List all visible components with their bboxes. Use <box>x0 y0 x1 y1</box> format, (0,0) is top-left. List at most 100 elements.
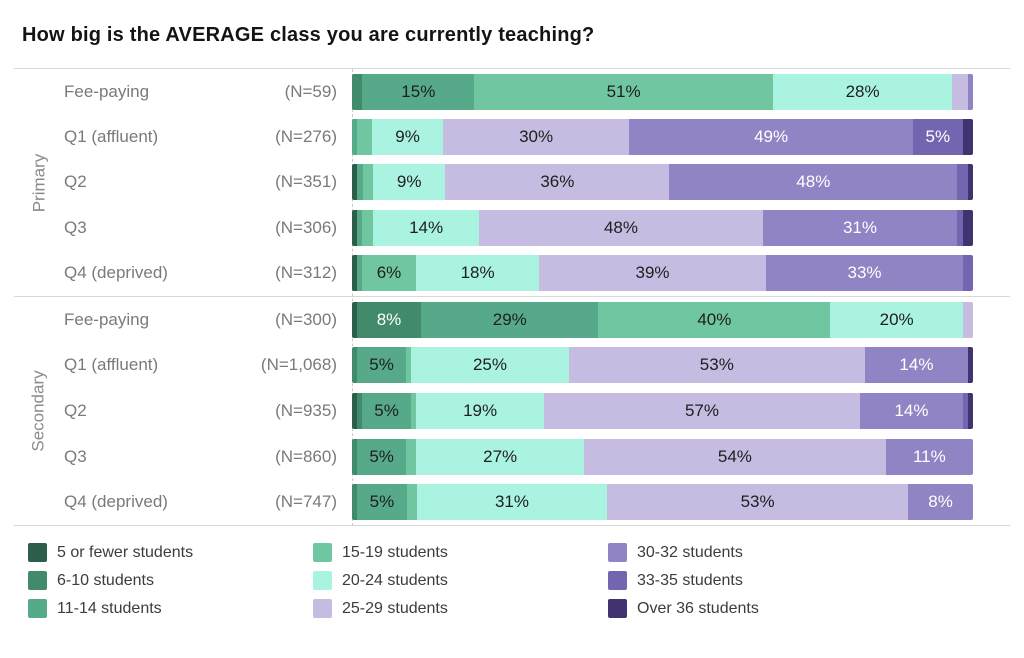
row-label: Fee-paying <box>64 81 150 101</box>
bar-segment: 30% <box>442 119 630 156</box>
table-row: Q3 (N=860) 5% 27% 54% 11% <box>64 434 1010 479</box>
bar-segment <box>406 438 417 475</box>
bar-segment: 14% <box>864 347 969 384</box>
bar-segment: 53% <box>568 347 865 384</box>
stacked-bar: 5% 19% 57% 14% <box>352 392 973 429</box>
stacked-bar: 14% 48% 31% <box>352 209 973 246</box>
legend-item: 33-35 students <box>608 571 759 590</box>
legend: 5 or fewer students 6-10 students 11-14 st… <box>28 543 759 618</box>
bar-segment: 33% <box>765 255 964 292</box>
bar-segment <box>406 347 412 384</box>
bar-segment: 15% <box>362 73 475 110</box>
bar-segment: 25% <box>411 347 569 384</box>
bar-segment <box>357 209 363 246</box>
bar-segment: 31% <box>762 209 958 246</box>
bar-segment <box>962 209 973 246</box>
bar-segment: 11% <box>885 438 973 475</box>
bar-segment <box>411 392 417 429</box>
legend-swatch <box>28 543 47 562</box>
bar-segment <box>967 164 973 201</box>
bar-segment: 9% <box>372 119 443 156</box>
bar-segment <box>357 119 373 156</box>
legend-swatch <box>608 543 627 562</box>
legend-label: Over 36 students <box>637 599 759 617</box>
row-sample-size: (N=276) <box>275 127 337 147</box>
row-sample-size: (N=306) <box>275 217 337 237</box>
bar-segment <box>963 255 973 292</box>
group-label-text: Primary <box>29 153 48 212</box>
legend-swatch <box>313 571 332 590</box>
bar-segment <box>957 164 968 201</box>
legend-label: 11-14 students <box>57 599 162 617</box>
bar-segment: 28% <box>772 73 953 110</box>
bar-segment <box>352 484 358 521</box>
legend-column: 5 or fewer students 6-10 students 11-14 st… <box>28 543 313 618</box>
row-label: Q2 <box>64 400 87 420</box>
table-row: Q4 (deprived) (N=312) 6% 18% 39% 33% <box>64 251 1010 296</box>
bar-segment <box>963 392 969 429</box>
bar-segment <box>362 209 373 246</box>
table-row: Q2 (N=935) 5% 19% 57% 14% <box>64 388 1010 433</box>
legend-label: 5 or fewer students <box>57 543 194 561</box>
table-row: Fee-paying (N=300) 8% 29% 40% 20% <box>64 297 1010 342</box>
bar-segment: 36% <box>445 164 670 201</box>
legend-label: 15-19 students <box>342 543 448 561</box>
bar-segment <box>963 301 973 338</box>
group-secondary: Secondary Fee-paying (N=300) 8% 29% 40% 20% Q1 … <box>14 297 1010 526</box>
row-sample-size: (N=312) <box>275 263 337 283</box>
stacked-bar: 8% 29% 40% 20% <box>352 301 973 338</box>
row-sample-size: (N=300) <box>275 309 337 329</box>
row-sample-size: (N=747) <box>275 492 337 512</box>
bar-segment: 9% <box>373 164 446 201</box>
bar-segment <box>352 255 357 292</box>
bar-segment: 54% <box>584 438 886 475</box>
bar-segment: 14% <box>372 209 480 246</box>
legend-label: 33-35 students <box>637 571 743 589</box>
legend-swatch <box>28 571 47 590</box>
row-label: Q4 (deprived) <box>64 492 168 512</box>
row-sample-size: (N=860) <box>275 446 337 466</box>
bar-segment <box>352 119 358 156</box>
legend-item: 6-10 students <box>28 571 313 590</box>
stacked-bar: 15% 51% 28% <box>352 73 973 110</box>
bar-segment: 20% <box>830 301 964 338</box>
bar-segment: 39% <box>539 255 766 292</box>
bar-segment: 8% <box>356 301 422 338</box>
row-label: Fee-paying <box>64 309 150 329</box>
legend-swatch <box>28 599 47 618</box>
bar-segment <box>968 392 973 429</box>
bar-segment: 19% <box>416 392 545 429</box>
legend-label: 30-32 students <box>637 543 743 561</box>
row-label: Q1 (affluent) <box>64 355 159 375</box>
bar-segment: 5% <box>356 347 407 384</box>
bar-segment <box>352 438 357 475</box>
legend-swatch <box>313 599 332 618</box>
bar-segment: 31% <box>416 484 608 521</box>
bar-segment <box>406 484 417 521</box>
row-sample-size: (N=1,068) <box>260 355 337 375</box>
bar-segment <box>967 73 973 110</box>
bar-segment: 27% <box>416 438 585 475</box>
legend-swatch <box>608 599 627 618</box>
bar-segment <box>352 209 358 246</box>
row-sample-size: (N=351) <box>275 172 337 192</box>
row-label: Q3 <box>64 217 87 237</box>
chart-title: How big is the AVERAGE class you are cur… <box>22 24 595 46</box>
legend-column: 30-32 students 33-35 students Over 36 stud… <box>608 543 759 618</box>
bar-segment <box>352 347 357 384</box>
bar-segment: 8% <box>908 484 973 521</box>
group-primary: Primary Fee-paying (N=59) 15% 51% 28% Q1 (affl… <box>14 69 1010 297</box>
bar-segment <box>957 209 963 246</box>
axis-baseline <box>352 69 353 526</box>
group-label-secondary: Secondary <box>14 297 64 525</box>
table-row: Fee-paying (N=59) 15% 51% 28% <box>64 69 1010 114</box>
row-label: Q3 <box>64 446 87 466</box>
bar-segment: 48% <box>669 164 958 201</box>
bar-segment: 14% <box>859 392 964 429</box>
stacked-bar: 5% 31% 53% 8% <box>352 484 973 521</box>
legend-item: 11-14 students <box>28 599 313 618</box>
bar-segment <box>357 164 363 201</box>
stacked-bar: 9% 30% 49% 5% <box>352 119 973 156</box>
row-label: Q1 (affluent) <box>64 127 159 147</box>
